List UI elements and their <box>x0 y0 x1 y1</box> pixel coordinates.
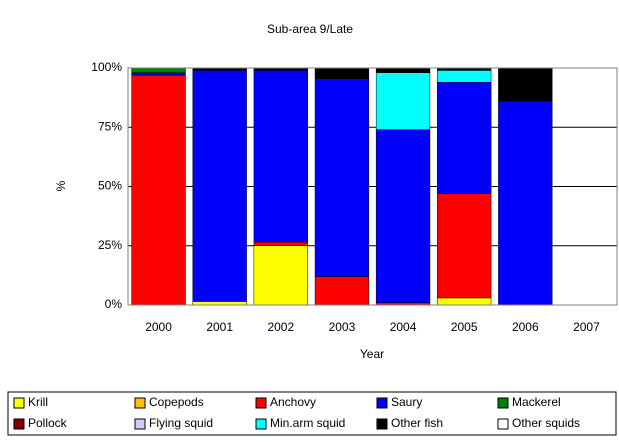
legend-swatch <box>255 397 267 409</box>
x-tick-label: 2004 <box>390 320 417 334</box>
bar-segment <box>192 301 247 306</box>
legend-label: Other fish <box>391 416 443 430</box>
bar-segment <box>437 297 492 306</box>
y-tick-label: 0% <box>105 297 123 311</box>
bar-segment <box>375 67 431 73</box>
x-tick-label: 2003 <box>329 320 356 334</box>
bar-segment <box>437 193 492 299</box>
x-tick-label: 2001 <box>206 320 233 334</box>
legend-swatch <box>134 418 146 430</box>
legend-swatch <box>376 418 388 430</box>
y-axis-label: % <box>54 180 68 191</box>
x-tick-label: 2007 <box>573 320 600 334</box>
bar-segment <box>314 67 370 79</box>
bar-segment <box>314 276 370 306</box>
bar-segment <box>498 100 553 306</box>
legend-swatch <box>255 418 267 430</box>
bar-segment <box>375 129 431 303</box>
bar-segment <box>375 72 431 130</box>
legend-swatch <box>376 397 388 409</box>
legend-swatch <box>13 397 25 409</box>
legend-swatch <box>497 397 509 409</box>
chart-title: Sub-area 9/Late <box>267 22 353 36</box>
x-axis-label: Year <box>360 347 384 361</box>
bar-segment <box>253 70 308 243</box>
bar-segment <box>253 245 308 306</box>
bar-segment <box>437 70 492 83</box>
legend-label: Mackerel <box>512 395 561 409</box>
legend-swatch <box>13 418 25 430</box>
bar-segment <box>131 67 186 73</box>
bar-segment <box>314 78 370 277</box>
legend-label: Copepods <box>149 395 204 409</box>
x-tick-label: 2005 <box>451 320 478 334</box>
legend-swatch <box>497 418 509 430</box>
legend-label: Flying squid <box>149 416 213 430</box>
x-tick-label: 2002 <box>267 320 294 334</box>
bar-segment <box>437 81 492 194</box>
y-tick-label: 100% <box>91 60 122 74</box>
bar-segment <box>192 70 247 302</box>
bar-segment <box>131 72 186 76</box>
legend-label: Krill <box>28 395 48 409</box>
legend-label: Saury <box>391 395 422 409</box>
bar-segment <box>253 241 308 247</box>
y-tick-label: 25% <box>98 238 122 252</box>
y-tick-label: 75% <box>98 119 122 133</box>
plot-border <box>127 67 618 306</box>
legend-label: Pollock <box>28 416 68 430</box>
bar-segment <box>498 67 553 102</box>
x-tick-label: 2000 <box>145 320 172 334</box>
legend-label: Other squids <box>512 416 580 430</box>
x-tick-label: 2006 <box>512 320 539 334</box>
legend-label: Anchovy <box>270 395 316 409</box>
bar-segment <box>131 74 186 306</box>
legend-box <box>7 391 617 436</box>
legend-swatch <box>134 397 146 409</box>
y-tick-label: 50% <box>98 179 122 193</box>
legend-label: Min.arm squid <box>270 416 345 430</box>
